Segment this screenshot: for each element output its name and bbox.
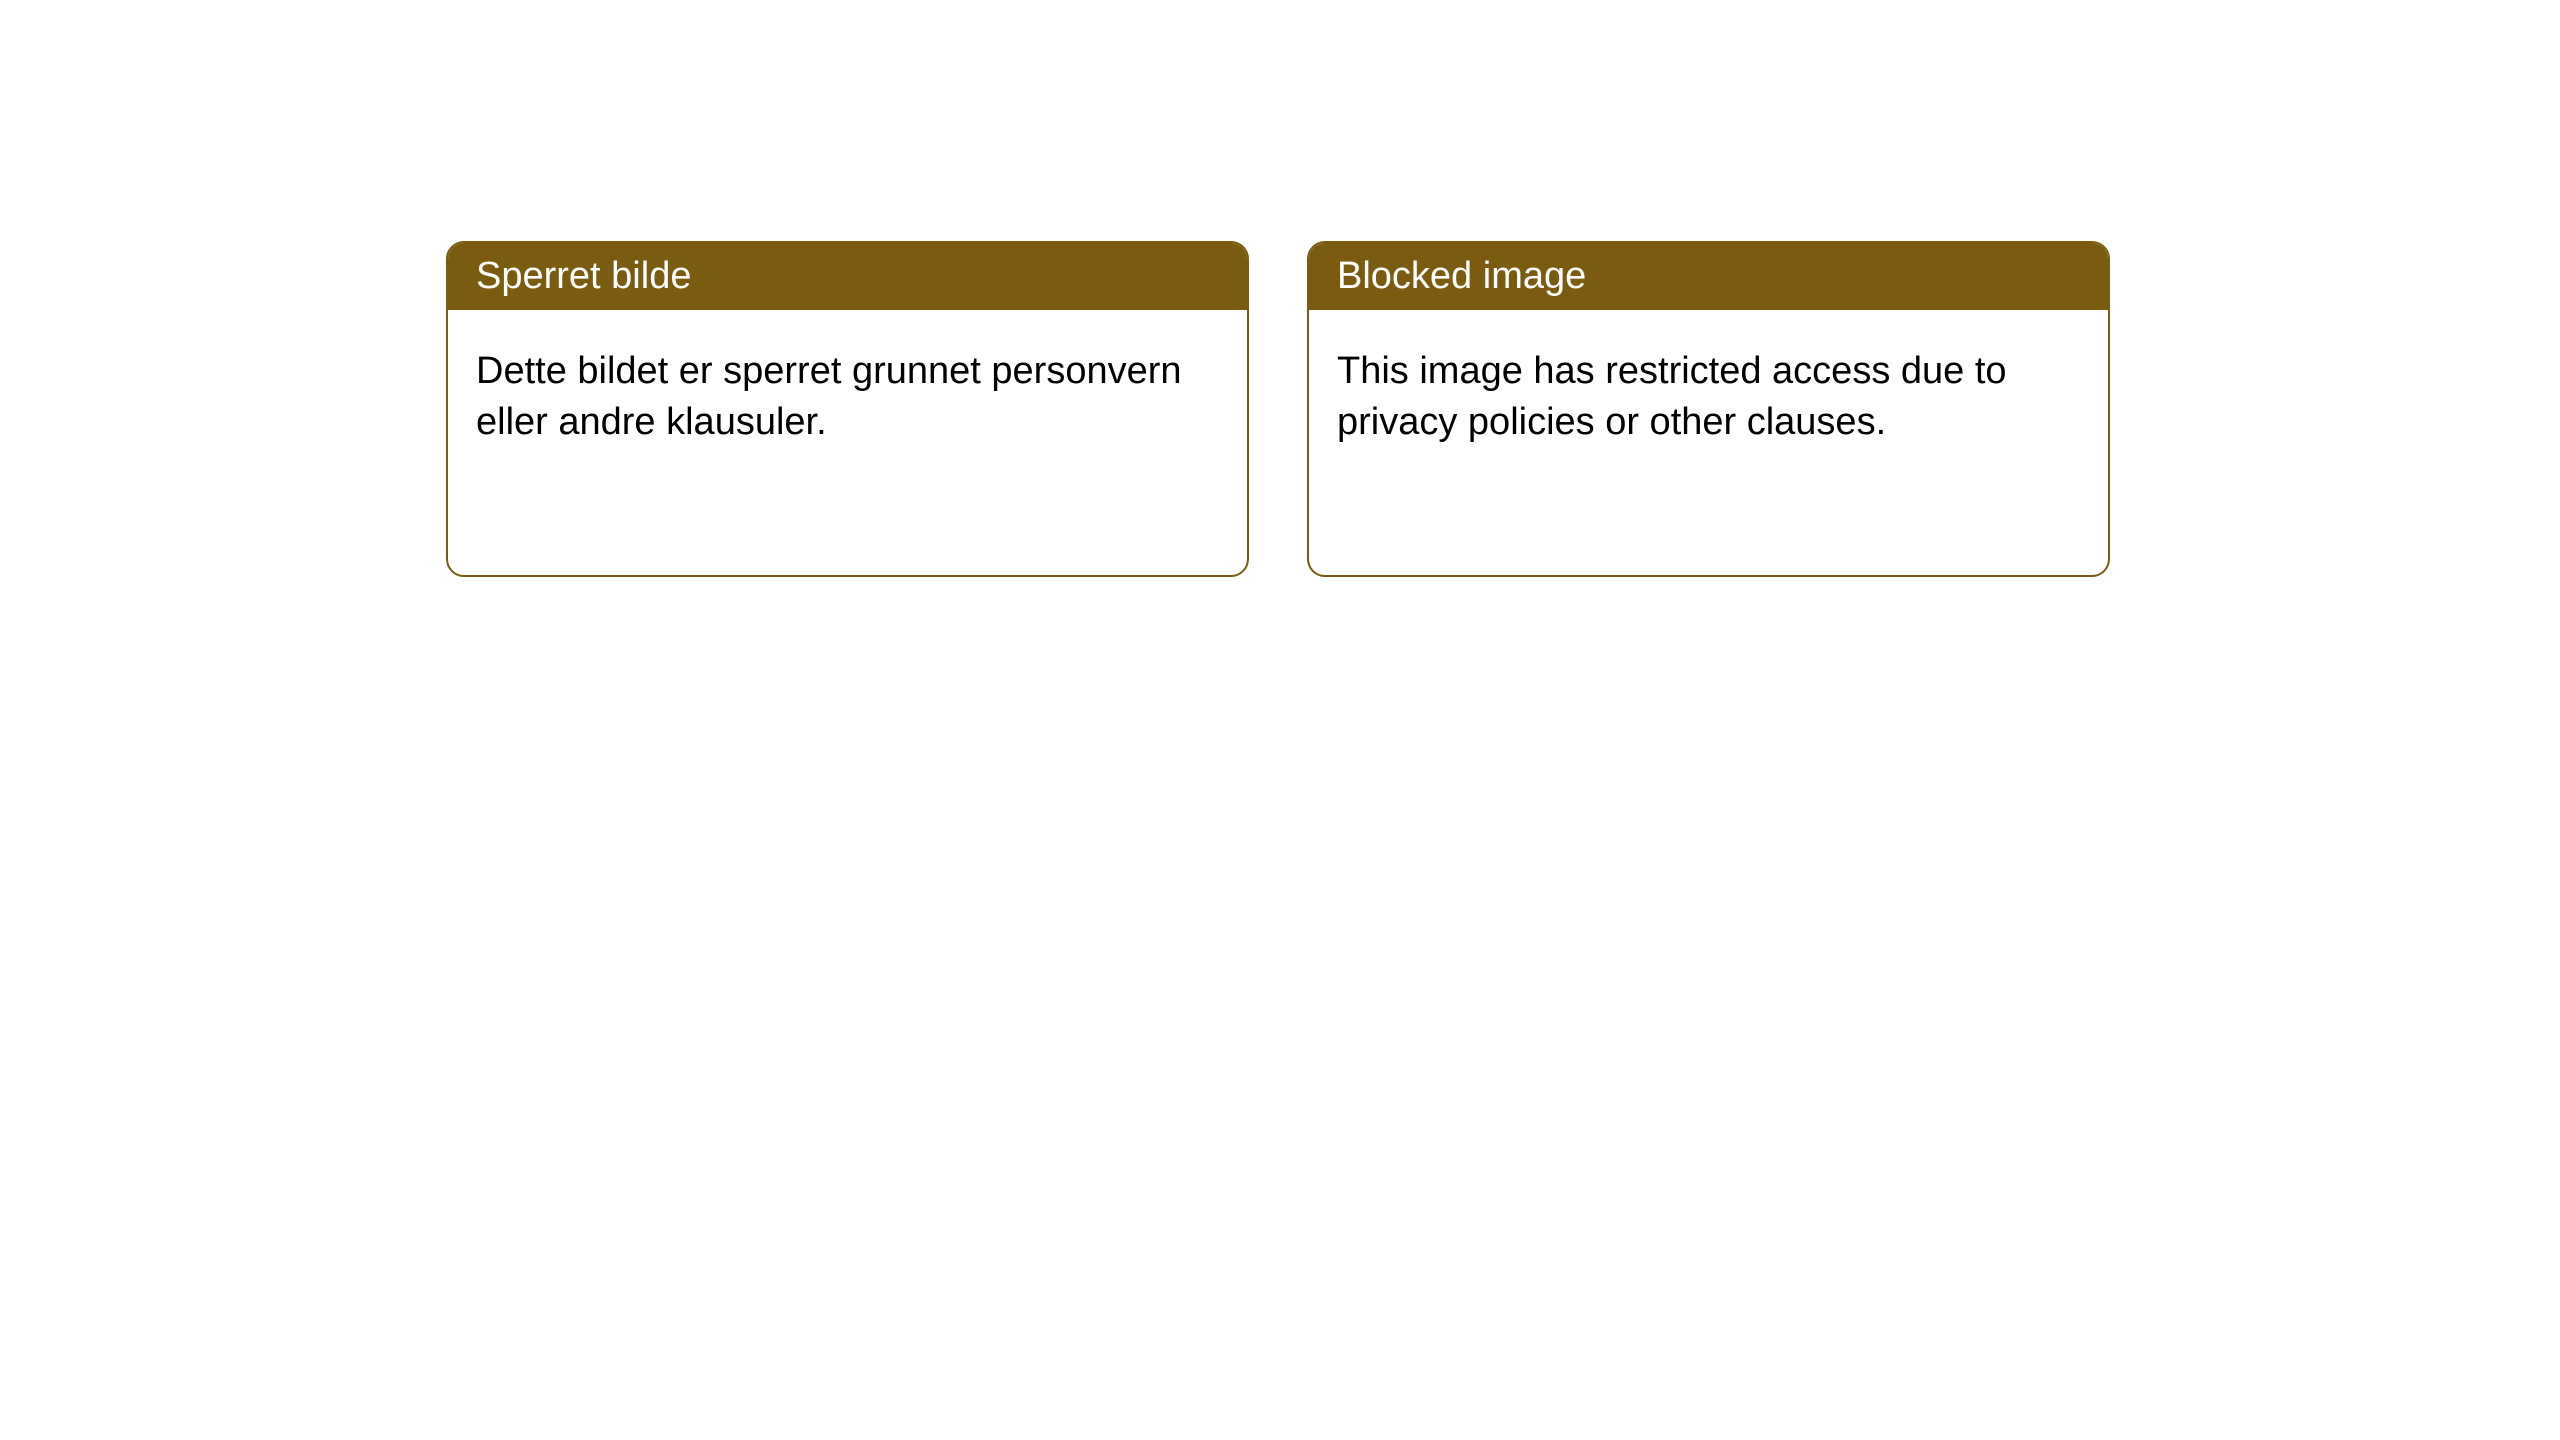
notice-card-norwegian: Sperret bilde Dette bildet er sperret gr… bbox=[446, 241, 1249, 577]
card-header: Sperret bilde bbox=[448, 243, 1247, 310]
card-title: Sperret bilde bbox=[476, 255, 691, 297]
notice-container: Sperret bilde Dette bildet er sperret gr… bbox=[446, 241, 2110, 577]
card-body-text: Dette bildet er sperret grunnet personve… bbox=[476, 350, 1182, 443]
card-header: Blocked image bbox=[1309, 243, 2108, 310]
card-body: This image has restricted access due to … bbox=[1309, 310, 2108, 485]
card-body: Dette bildet er sperret grunnet personve… bbox=[448, 310, 1247, 485]
notice-card-english: Blocked image This image has restricted … bbox=[1307, 241, 2110, 577]
card-title: Blocked image bbox=[1337, 255, 1586, 297]
card-body-text: This image has restricted access due to … bbox=[1337, 350, 2007, 443]
